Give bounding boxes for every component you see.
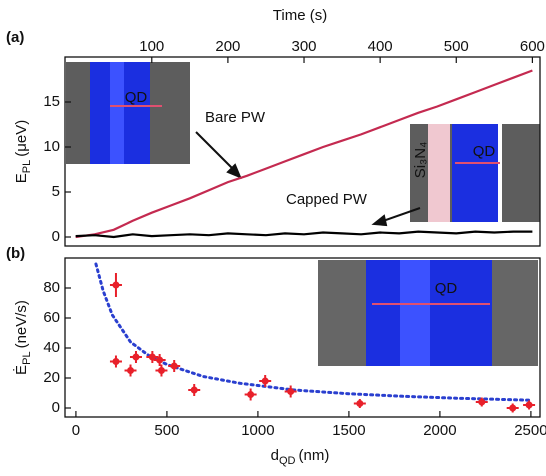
data-point [170,362,178,370]
inset-label: QD [435,280,458,297]
y-axis-title: ĖPL (neV/s) [12,300,33,375]
x-axis-title-unit: (nm) [299,447,330,464]
y-tick-label: 80 [43,279,60,296]
inset-b [318,260,538,366]
data-point [356,400,364,407]
plot-frame [64,56,541,247]
y-axis-title-sub: PL [21,160,33,174]
x-tick-label: 2000 [423,422,456,439]
data-line [75,230,533,239]
x-axis-title: Time (s) [273,7,327,24]
data-point [525,401,533,409]
data-point [261,377,269,385]
x-tick-label: 200 [215,38,240,55]
x-axis-title-sub: QD [279,455,296,467]
y-tick-label: 5 [52,183,60,200]
y-tick-label: 15 [43,93,60,110]
legend-label: Capped PW [286,191,368,208]
fit-line [94,262,533,402]
data-point [247,391,255,398]
inset-side-label: Si₃N₄ [412,142,429,178]
data-line [75,69,533,239]
y-axis-title-unit: (neV/s) [13,300,30,348]
data-point [148,353,156,361]
inset-a2 [410,124,540,222]
data-point [127,367,135,374]
y-axis-title-main: Ė [12,365,30,375]
y-tick-label: 0 [52,399,60,416]
x-tick-label: 400 [368,38,393,55]
x-tick-label: 300 [292,38,317,55]
y-tick-label: 20 [43,369,60,386]
data-point [287,388,295,395]
y-tick-label: 40 [43,339,60,356]
inset-a1 [66,62,190,164]
x-tick-label: 600 [520,38,545,55]
data-point [190,386,198,394]
data-point [112,281,120,289]
x-tick-label: 500 [444,38,469,55]
x-tick-label: 1000 [241,422,274,439]
data-point [157,367,165,374]
x-tick-label: 2500 [514,422,546,439]
panel-label: (b) [6,245,25,262]
y-axis-title: EPL (μeV) [13,120,33,184]
y-tick-label: 60 [43,309,60,326]
x-axis-title: dQD (nm) [271,447,330,467]
y-axis-title-sub: PL [21,351,33,365]
data-point [478,398,486,406]
y-axis-title-main: E [13,173,30,183]
data-point [509,404,517,412]
x-axis-title-main: d [271,447,279,464]
panel-label: (a) [6,29,24,46]
data-point [156,356,164,364]
y-tick-label: 0 [52,228,60,245]
data-point [132,353,140,361]
arrows [195,131,421,227]
inset-label: QD [473,143,496,160]
x-tick-label: 1500 [332,422,365,439]
data-point [112,358,120,365]
inset-label: QD [125,89,148,106]
y-tick-label: 10 [43,138,60,155]
plot-frame [64,257,541,418]
x-tick-label: 500 [154,422,179,439]
legend-label: Bare PW [205,109,266,126]
y-axis-title-unit: (μeV) [13,120,30,157]
x-tick-label: 0 [72,422,80,439]
x-tick-label: 100 [139,38,164,55]
